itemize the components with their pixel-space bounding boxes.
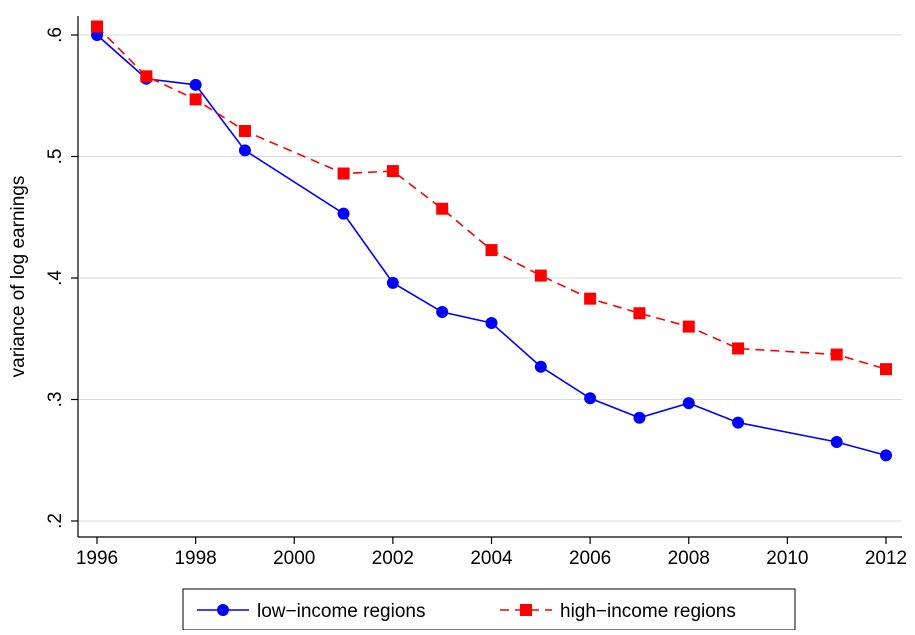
gridlines (78, 34, 902, 522)
series-layer (91, 20, 892, 462)
data-point (682, 397, 695, 410)
data-point (337, 167, 350, 180)
data-point (485, 244, 498, 257)
legend-items: low−income regions high−income regions (197, 601, 736, 622)
data-point (584, 292, 597, 305)
data-point (189, 93, 202, 106)
legend-item-high-income: high−income regions (500, 601, 736, 622)
y-tick-label: .4 (45, 270, 66, 286)
x-tick-label: 2010 (766, 548, 808, 569)
legend-box (182, 588, 796, 631)
data-point (189, 78, 202, 91)
data-point (436, 202, 449, 215)
x-tick-label: 1996 (76, 548, 118, 569)
data-point (238, 144, 251, 157)
data-point (880, 363, 892, 376)
data-point (732, 342, 745, 355)
data-point (386, 165, 399, 178)
data-point (633, 307, 646, 320)
x-tick-label: 2012 (865, 548, 907, 569)
data-point (534, 269, 547, 282)
x-axis-ticks: 1996 1998 2000 2002 2004 2006 2008 2010 2012 (76, 537, 907, 569)
legend-item-low-income: low−income regions (197, 601, 425, 622)
axes (77, 16, 902, 538)
legend-marker (520, 604, 532, 616)
data-point (140, 70, 153, 83)
data-point (584, 392, 597, 405)
legend: low−income regions high−income regions (182, 588, 796, 631)
legend-label: high−income regions (560, 601, 736, 622)
y-tick-label: .5 (45, 149, 66, 165)
data-point (337, 207, 350, 220)
y-axis-ticks: .2 .3 .4 .5 .6 (45, 27, 78, 529)
y-tick-label: .2 (45, 513, 66, 529)
legend-marker (217, 604, 229, 616)
data-point (682, 320, 695, 333)
series-high-income (91, 20, 892, 376)
data-point (534, 360, 547, 373)
data-point (436, 306, 449, 319)
x-tick-label: 1998 (174, 548, 216, 569)
data-point (238, 124, 251, 137)
data-point (485, 316, 498, 329)
data-point (880, 449, 892, 462)
legend-label: low−income regions (257, 601, 425, 622)
x-tick-label: 2000 (273, 548, 315, 569)
data-point (830, 436, 843, 449)
data-point (386, 276, 399, 289)
data-point (830, 348, 843, 361)
data-point (633, 411, 646, 424)
x-tick-label: 2002 (372, 548, 414, 569)
data-point (91, 20, 103, 33)
x-tick-label: 2004 (470, 548, 513, 569)
x-tick-label: 2006 (569, 548, 611, 569)
data-point (732, 416, 745, 429)
y-tick-label: .3 (45, 392, 66, 408)
y-axis-title: variance of log earnings (8, 176, 29, 378)
y-tick-label: .6 (45, 27, 66, 43)
x-tick-label: 2008 (668, 548, 710, 569)
